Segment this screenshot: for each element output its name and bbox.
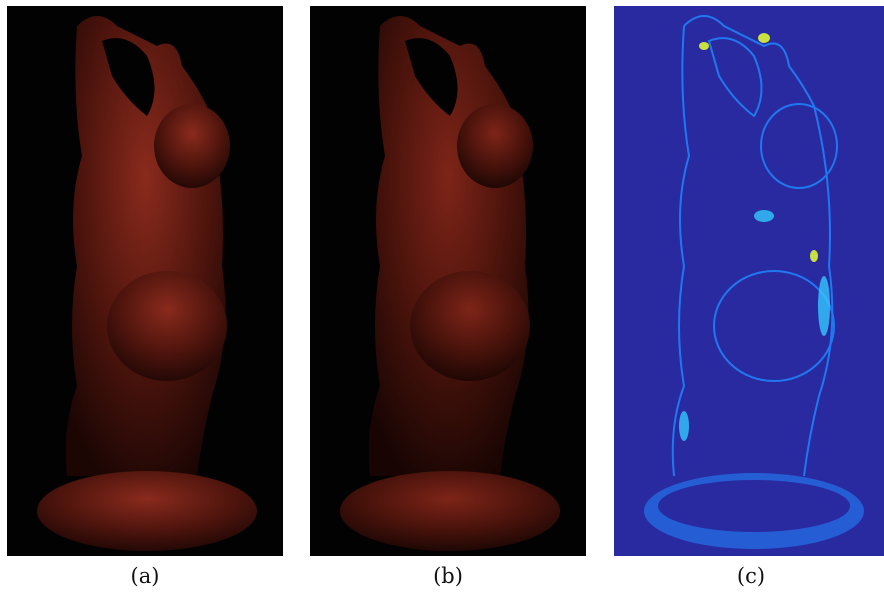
statue-render-a xyxy=(7,6,283,556)
error-edges xyxy=(671,15,838,477)
statue-error-map-c xyxy=(614,6,884,556)
panel-a-render-image xyxy=(7,6,283,556)
statue-render-b xyxy=(310,6,586,556)
panel-b-render-image xyxy=(310,6,586,556)
statue-silhouette-a xyxy=(37,16,257,551)
caption-a: (a) xyxy=(130,564,160,588)
panel-c-error-map-image xyxy=(614,6,884,556)
statue-silhouette-b xyxy=(340,16,560,551)
caption-c: (c) xyxy=(736,564,766,588)
caption-b: (b) xyxy=(433,564,463,588)
error-hotspots xyxy=(699,33,818,262)
